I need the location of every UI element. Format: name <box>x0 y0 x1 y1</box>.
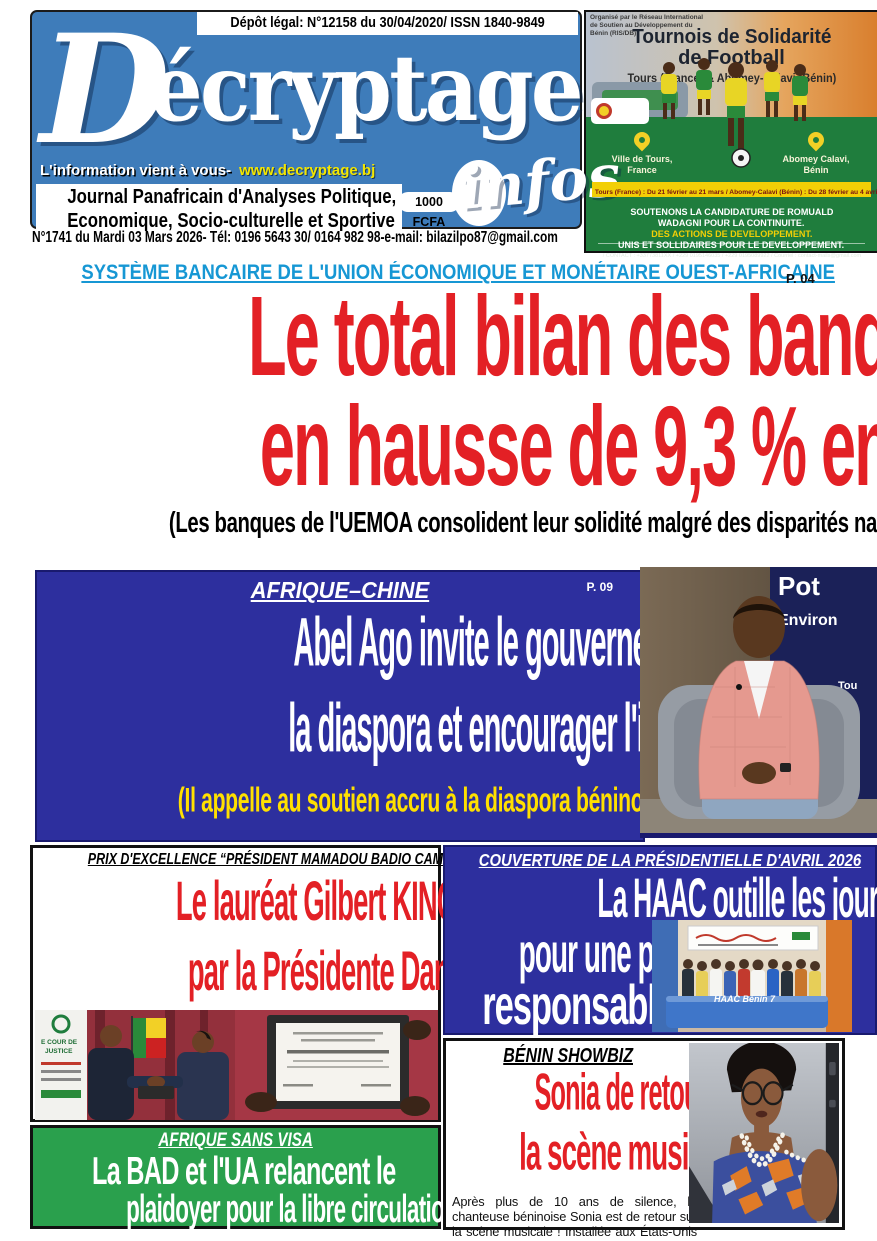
newspaper-title: écryptage <box>150 34 584 142</box>
ad-location-left: Ville de Tours, France <box>611 154 673 176</box>
headline: La BAD et l'UA relancent le <box>92 1149 396 1193</box>
headline: Abel Ago invite le gouvernement à souten… <box>293 603 850 680</box>
article-body: Après plus de 10 ans de silence, la chan… <box>452 1193 697 1241</box>
journal-description: Journal Panafricain d'Analyses Politique… <box>36 184 402 237</box>
headline: plaidoyer pour la libre circulation <box>126 1187 458 1231</box>
ad-contact-line: / CONTACT : +33773811XX / +229 019514603… <box>602 253 861 259</box>
section-kicker: AFRIQUE SANS VISA <box>158 1130 313 1151</box>
haac-panel: COUVERTURE DE LA PRÉSIDENTIELLE D'AVRIL … <box>443 845 877 1035</box>
ad-support-text: SOUTENONS LA CANDIDATURE DE ROMUALD <box>629 207 834 218</box>
ad-organizer-text: Organisé par le Réseau International de … <box>590 14 704 37</box>
divider <box>598 243 865 244</box>
afrique-chine-panel: AFRIQUE–CHINE P. 09 Abel Ago invite le g… <box>35 570 850 842</box>
afrique-sans-visa-box: AFRIQUE SANS VISA La BAD et l'UA relance… <box>30 1125 458 1231</box>
banner-text: E COUR DE <box>41 1039 78 1046</box>
haac-group-photo: HAAC Bénin 7 <box>652 920 852 1032</box>
logo-blackletter-d: D <box>40 2 171 178</box>
prix-excellence-box: PRIX D'EXCELLENCE “PRÉSIDENT MAMADOU BAD… <box>30 845 600 1122</box>
ad-support-text: WADAGNI POUR LA CONTINUITE. <box>658 218 805 229</box>
lead-headline: en hausse de 9,3 % en 2024 <box>259 383 877 510</box>
headline: la scène musicale <box>519 1122 739 1181</box>
football-players-image <box>661 58 808 168</box>
ad-title: Tournois de Solidarité <box>631 26 832 48</box>
sonia-photo <box>689 1043 839 1223</box>
price-badge: 1000 FCFA <box>398 192 460 229</box>
masthead-circle <box>452 160 506 226</box>
section-kicker: PRIX D'EXCELLENCE “PRÉSIDENT MAMADOU BAD… <box>33 851 558 869</box>
headline: Le lauréat Gilbert KINGBE reçu <box>175 871 556 933</box>
tagline: L'information vient à vous- <box>40 162 232 179</box>
website-url: www.decryptage.bj <box>239 162 376 179</box>
headline: pour une presse <box>518 923 723 985</box>
headline: responsable <box>482 975 675 1037</box>
legal-deposit-line: Dépôt légal: N°12158 du 30/04/2020/ ISSN… <box>197 12 578 35</box>
award-ceremony-photo: E COUR DE JUSTICE <box>35 1010 438 1120</box>
photo-caption: HAAC Bénin 7 <box>714 994 776 1004</box>
ad-support-text: DES ACTIONS DE DEVELOPPEMENT. <box>650 229 813 240</box>
page-ref: P. 09 <box>586 580 613 594</box>
ad-support-text: UNIS ET SOLLIDAIRES POUR LE DEVELOPPEMEN… <box>618 240 845 251</box>
headline: la diaspora et encourager l'investisseme… <box>288 689 833 766</box>
ad-dates-strip: Tours (France) : Du 21 février au 21 mar… <box>592 182 877 197</box>
banner-word: Pot <box>778 571 820 601</box>
subhead-yellow: (Il appelle au soutien accru à la diaspo… <box>177 780 679 819</box>
banner-word: Environ <box>778 612 838 629</box>
section-kicker: BÉNIN SHOWBIZ <box>503 1045 634 1067</box>
lead-subhead: (Les banques de l'UEMOA consolident leur… <box>168 507 877 539</box>
lead-kicker: SYSTÈME BANCAIRE DE L'UNION ÉCONOMIQUE E… <box>81 261 835 284</box>
section-kicker: AFRIQUE–CHINE <box>250 577 430 603</box>
organizer-logo <box>591 98 649 124</box>
section-kicker: COUVERTURE DE LA PRÉSIDENTIELLE D'AVRIL … <box>478 850 862 870</box>
benin-showbiz-box: BÉNIN SHOWBIZ Sonia de retour sur la scè… <box>443 1038 845 1241</box>
lead-headline: Le total bilan des banques <box>248 273 877 400</box>
headline: Sonia de retour sur <box>534 1062 751 1121</box>
lead-page-ref: P. 04 <box>786 271 815 286</box>
issue-info-line: N°1741 du Mardi 03 Mars 2026- Tél: 0196 … <box>32 229 558 246</box>
banner-text: JUSTICE <box>45 1048 73 1055</box>
ad-location-right: Abomey Calavi, Bénin <box>782 154 850 176</box>
headline: par la Présidente Dandi GNAMOU <box>187 941 600 1003</box>
football-tournament-ad: Organisé par le Réseau International de … <box>584 10 877 259</box>
abel-ago-photo: Pot Environ Tou <box>640 567 877 838</box>
headline: La HAAC outille les journalistes <box>597 868 877 930</box>
masthead: Dépôt légal: N°12158 du 30/04/2020/ ISSN… <box>30 2 623 237</box>
